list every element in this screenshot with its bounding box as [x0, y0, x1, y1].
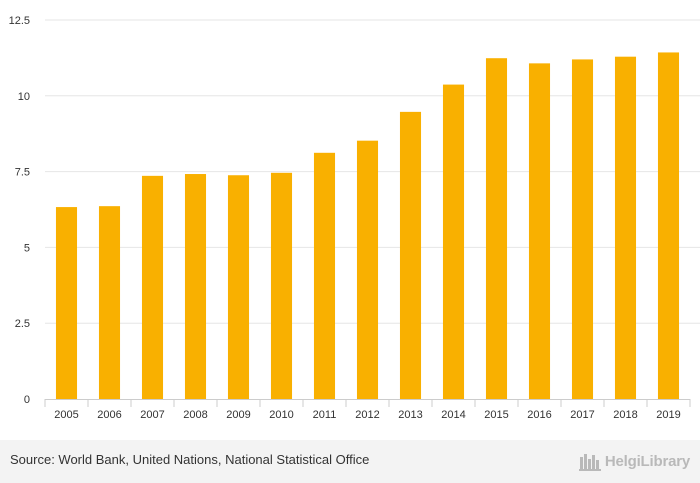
bar-2007[interactable]: [141, 175, 164, 399]
bar-2011[interactable]: [313, 152, 336, 399]
x-tick-label: 2005: [54, 409, 78, 421]
bar-2010[interactable]: [270, 172, 293, 399]
bar-2008[interactable]: [184, 174, 207, 399]
bar-2005[interactable]: [55, 207, 78, 399]
bars: [55, 52, 680, 400]
x-tick-label: 2014: [441, 409, 465, 421]
x-tick-label: 2013: [398, 409, 422, 421]
x-tick-label: 2017: [570, 409, 594, 421]
bar-2017[interactable]: [571, 59, 594, 399]
x-tick-label: 2019: [656, 409, 680, 421]
x-tick-label: 2016: [527, 409, 551, 421]
y-tick-label: 12.5: [9, 15, 30, 27]
bar-2012[interactable]: [356, 140, 379, 400]
chart-footer: Source: World Bank, United Nations, Nati…: [0, 440, 700, 483]
helgi-library-logo-icon: [578, 454, 601, 471]
y-tick-label: 5: [24, 242, 30, 254]
bar-2018[interactable]: [614, 56, 637, 400]
x-tick-label: 2015: [484, 409, 508, 421]
x-tick-label: 2008: [183, 409, 207, 421]
y-axis-tick-labels: 0 2.5 5 7.5 10 12.5: [9, 15, 30, 406]
x-tick-label: 2018: [613, 409, 637, 421]
y-tick-label: 10: [18, 91, 30, 103]
brand-name: HelgiLibrary: [604, 452, 690, 470]
bar-2013[interactable]: [399, 111, 422, 399]
x-axis: [44, 399, 691, 407]
brand-logo[interactable]: HelgiLibrary: [578, 450, 690, 472]
y-tick-label: 7.5: [15, 167, 30, 179]
x-axis-tick-labels: 2005 2006 2007 2008 2009 2010 2011 2012 2013 2014…: [54, 409, 680, 421]
bar-2014[interactable]: [442, 84, 465, 399]
x-tick-label: 2010: [269, 409, 293, 421]
source-note: Source: World Bank, United Nations, Nati…: [10, 452, 370, 467]
bar-2015[interactable]: [485, 58, 508, 400]
y-tick-label: 0: [24, 394, 30, 406]
bar-2009[interactable]: [227, 175, 250, 399]
bar-2016[interactable]: [528, 63, 551, 399]
x-tick-label: 2007: [140, 409, 164, 421]
x-tick-label: 2006: [97, 409, 121, 421]
x-tick-label: 2009: [226, 409, 250, 421]
bar-2019[interactable]: [657, 52, 680, 399]
x-tick-label: 2012: [355, 409, 379, 421]
x-tick-label: 2011: [313, 409, 337, 421]
y-tick-label: 2.5: [15, 318, 30, 330]
bar-2006[interactable]: [98, 206, 121, 399]
